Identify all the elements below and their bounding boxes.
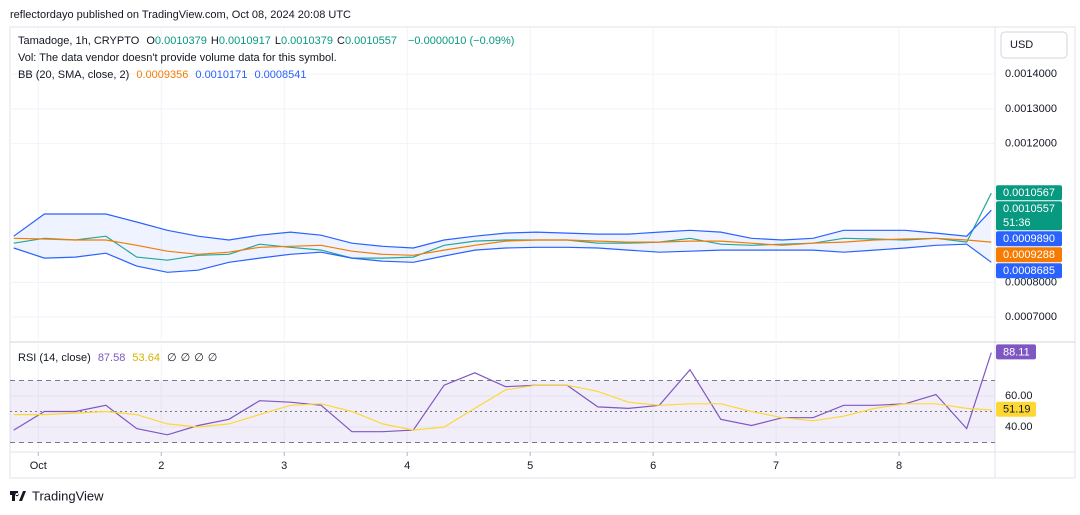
axis-tag-label: 88.11 — [1003, 346, 1030, 358]
x-tick-label: 4 — [404, 460, 410, 472]
rsi-ma-value: 53.64 — [132, 352, 160, 364]
ohlc-key: L — [274, 35, 281, 47]
series-line — [13, 209, 992, 249]
bb-basis: 0.0009356 — [136, 69, 189, 81]
ohlc-key: C — [336, 35, 345, 47]
chart-frame — [9, 26, 1076, 479]
x-tick-label: 3 — [281, 460, 287, 472]
symbol: Tamadoge, 1h, CRYPTO — [18, 35, 140, 47]
ohlc-key: O — [146, 35, 155, 47]
ohlc-value: 0.0010917 — [218, 35, 271, 47]
volume-text: Vol: The data vendor doesn't provide vol… — [18, 52, 337, 64]
publisher: reflectordayo published on TradingView.c… — [10, 9, 351, 21]
x-tick-label: 8 — [896, 460, 902, 472]
tv-logo — [10, 491, 26, 501]
axis-tag — [996, 401, 1036, 417]
x-tick-label: 7 — [773, 460, 779, 472]
empty-value: ∅ — [167, 352, 177, 364]
countdown: 51:36 — [1003, 217, 1031, 229]
rsi-value: 87.58 — [97, 352, 126, 364]
bb-lower: 0.0008541 — [254, 69, 307, 81]
y-tick-label: 0.0012000 — [1005, 137, 1057, 149]
axis-tag — [996, 231, 1062, 247]
ohlc-value: 0.0010379 — [154, 35, 207, 47]
rsi-title: RSI (14, close) — [18, 352, 91, 364]
rsi-legend: RSI (14, close) 87.58 53.64 ∅ ∅ ∅ ∅ — [18, 351, 225, 364]
ohlc-value: 0.0010379 — [280, 35, 333, 47]
x-tick-label: 2 — [158, 460, 164, 472]
bb-upper: 0.0010171 — [195, 69, 248, 81]
series-line — [13, 384, 992, 431]
ohlc: O0.0010379 H0.0010917 L0.0010379 C0.0010557 — [146, 35, 401, 47]
axis-tag — [996, 263, 1062, 279]
empty-value: ∅ — [180, 352, 191, 364]
axis-tag-label: 51.19 — [1003, 404, 1031, 416]
rsi-empty: ∅ ∅ ∅ ∅ — [167, 352, 221, 364]
x-tick-label: Oct — [30, 460, 47, 472]
ohlc-value: 0.0010557 — [344, 35, 397, 47]
currency-button[interactable] — [1000, 31, 1068, 59]
series-line — [13, 192, 992, 261]
bb-title: BB (20, SMA, close, 2) — [18, 69, 130, 81]
axis-tag-label: 0.0009890 — [1003, 233, 1055, 245]
change: −0.0000010 (−0.09%) — [408, 35, 515, 47]
axis-tag — [996, 185, 1062, 201]
y-tick-label: 60.00 — [1005, 390, 1033, 402]
series-line — [13, 237, 992, 256]
footer-brand: TradingView — [32, 488, 104, 503]
series-line — [13, 352, 992, 436]
x-tick-label: 6 — [650, 460, 656, 472]
series-line — [13, 243, 992, 273]
axis-tag-label: 0.0008685 — [1003, 265, 1055, 277]
axis-tag — [996, 344, 1036, 360]
y-tick-label: 0.0014000 — [1005, 68, 1057, 80]
x-tick-label: 5 — [527, 460, 533, 472]
axis-tag — [996, 201, 1062, 231]
axis-tag — [996, 247, 1062, 263]
ohlc-key: H — [210, 35, 219, 47]
y-tick-label: 40.00 — [1005, 421, 1033, 433]
price-legend: Tamadoge, 1h, CRYPTO O0.0010379 H0.001091… — [18, 35, 518, 47]
bb-legend: BB (20, SMA, close, 2) 0.0009356 0.00101… — [18, 69, 310, 81]
axis-tag-label: 0.0009288 — [1003, 249, 1055, 261]
empty-value: ∅ — [207, 352, 218, 364]
y-tick-label: 0.0013000 — [1005, 103, 1057, 115]
y-tick-label: 0.0008000 — [1005, 276, 1057, 288]
y-tick-label: 0.0007000 — [1005, 311, 1057, 323]
axis-tag-label: 0.0010557 — [1003, 203, 1055, 215]
axis-tag-label: 0.0010567 — [1003, 187, 1055, 199]
currency: USD — [1010, 39, 1033, 51]
volume-note: Vol: The data vendor doesn't provide vol… — [18, 52, 341, 64]
empty-value: ∅ — [194, 352, 204, 364]
